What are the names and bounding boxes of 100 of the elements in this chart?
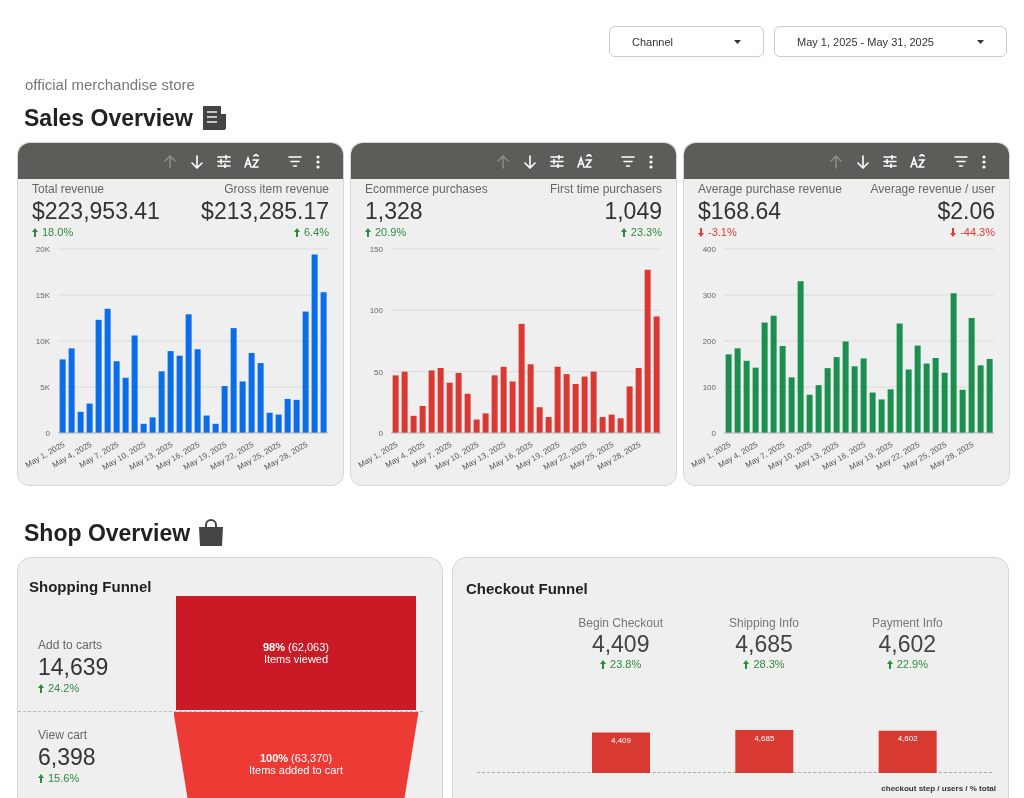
bar xyxy=(590,371,597,433)
bar xyxy=(896,323,903,433)
bar xyxy=(842,341,849,433)
text: 20.9% xyxy=(375,226,407,238)
bar xyxy=(572,383,579,433)
bar xyxy=(797,281,804,433)
data-label: 100% (63,370) xyxy=(259,752,333,764)
y-tick-label: 400 xyxy=(702,244,717,254)
bar xyxy=(923,363,930,433)
bar xyxy=(59,359,66,433)
bar xyxy=(725,354,732,433)
bar xyxy=(599,417,606,433)
bar xyxy=(608,414,615,433)
bar xyxy=(455,372,462,433)
bar xyxy=(887,389,894,433)
bar xyxy=(230,328,237,433)
bar xyxy=(518,323,525,433)
y-tick-label: 10K xyxy=(35,336,51,346)
bar xyxy=(194,349,201,433)
bar xyxy=(293,399,300,433)
bar xyxy=(644,269,651,433)
bar xyxy=(86,403,93,433)
bar xyxy=(428,370,435,433)
bar xyxy=(248,352,255,433)
y-tick-label: 50 xyxy=(374,367,384,377)
bar xyxy=(545,417,552,433)
text: 15.6% xyxy=(48,772,80,784)
bar xyxy=(131,335,138,433)
bar xyxy=(284,398,291,433)
text: 23.8% xyxy=(610,658,642,670)
bar xyxy=(554,366,561,433)
bar xyxy=(311,254,318,433)
bar xyxy=(788,377,795,433)
bar xyxy=(563,374,570,433)
text: checkout step / users / % total xyxy=(881,784,996,793)
bar xyxy=(959,389,966,433)
y-tick-label: 20K xyxy=(35,244,51,254)
bar xyxy=(266,412,273,433)
text: Total revenue xyxy=(32,182,106,196)
text: 24.2% xyxy=(48,682,80,694)
y-tick-label: 150 xyxy=(369,244,384,254)
bar xyxy=(68,348,75,433)
bar xyxy=(446,382,453,433)
data-label: 4,685 xyxy=(734,630,794,658)
text: $168.64 xyxy=(698,197,783,226)
text: $2.06 xyxy=(936,197,995,226)
bar xyxy=(968,318,975,433)
text: Gross item revenue xyxy=(223,182,329,196)
bar xyxy=(419,406,426,433)
bar xyxy=(779,346,786,433)
bar xyxy=(257,363,264,433)
bar xyxy=(239,381,246,433)
text: Average revenue / user xyxy=(870,182,995,196)
y-tick-label: 100 xyxy=(369,306,384,316)
bar xyxy=(986,358,993,433)
y-tick-label: 0 xyxy=(378,428,384,438)
category-label: Items viewed xyxy=(263,653,329,665)
bar xyxy=(509,381,516,433)
text: Shopping Funnel xyxy=(29,578,152,595)
text: Ecommerce purchases xyxy=(365,182,488,196)
bar xyxy=(950,293,957,433)
bar xyxy=(113,361,120,433)
chart-title: Checkout Funnel xyxy=(466,580,588,597)
y-tick-label: 300 xyxy=(702,290,717,300)
bar xyxy=(770,315,777,433)
bar xyxy=(95,319,102,433)
bar xyxy=(932,358,939,433)
bar xyxy=(275,414,282,433)
text: First time purchasers xyxy=(549,182,662,196)
bar xyxy=(500,366,507,433)
x-tick-label: Shipping Info xyxy=(727,616,800,630)
y-tick-label: 0 xyxy=(45,428,51,438)
text: Add to carts xyxy=(38,638,104,652)
bar xyxy=(860,358,867,433)
text: 18.0% xyxy=(42,226,74,238)
bar xyxy=(752,367,759,433)
text: 14,639 xyxy=(38,653,109,682)
x-tick-label: Payment Info xyxy=(870,616,944,630)
bar xyxy=(491,375,498,433)
bar xyxy=(869,392,876,433)
y-tick-label: 5K xyxy=(40,382,51,392)
bar xyxy=(734,348,741,433)
bar xyxy=(806,394,813,433)
bar xyxy=(527,364,534,433)
bar xyxy=(77,411,84,433)
text: -44.3% xyxy=(960,226,995,238)
text: Shop Overview xyxy=(24,519,191,547)
bar xyxy=(464,393,471,433)
bar xyxy=(977,365,984,433)
data-label: 4,409 xyxy=(590,630,651,658)
bar xyxy=(104,308,111,433)
bar xyxy=(815,385,822,433)
text: May 1, 2025 - May 31, 2025 xyxy=(797,35,934,48)
text: $213,285.17 xyxy=(201,197,329,226)
text: Channel xyxy=(632,35,673,48)
text: 4,685 xyxy=(754,733,775,743)
bar xyxy=(410,415,417,433)
bar xyxy=(437,367,444,433)
x-tick-label: Begin Checkout xyxy=(577,616,665,630)
bar xyxy=(221,386,228,433)
